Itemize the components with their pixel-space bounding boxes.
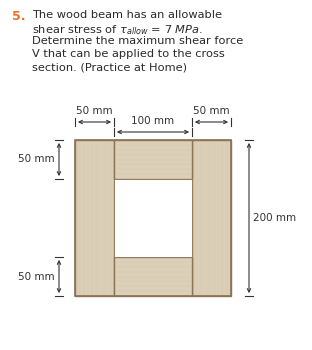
- Text: section. (Practice at Home): section. (Practice at Home): [32, 62, 187, 72]
- Text: V that can be applied to the cross: V that can be applied to the cross: [32, 49, 225, 59]
- Text: The wood beam has an allowable: The wood beam has an allowable: [32, 10, 222, 20]
- Bar: [114, 140, 192, 179]
- Bar: [114, 179, 192, 257]
- Text: 5.: 5.: [12, 10, 26, 23]
- Text: 100 mm: 100 mm: [131, 116, 174, 126]
- Bar: [114, 257, 192, 296]
- Text: 200 mm: 200 mm: [253, 213, 296, 223]
- Text: 50 mm: 50 mm: [18, 154, 55, 164]
- Text: 50 mm: 50 mm: [76, 106, 113, 116]
- Text: shear stress of $\tau_{allow}$ = 7 $MPa$.: shear stress of $\tau_{allow}$ = 7 $MPa$…: [32, 23, 203, 37]
- Text: 50 mm: 50 mm: [18, 272, 55, 281]
- Text: Determine the maximum shear force: Determine the maximum shear force: [32, 36, 243, 46]
- Bar: [75, 140, 114, 296]
- Text: V: V: [157, 231, 168, 245]
- Bar: [192, 140, 231, 296]
- Text: 50 mm: 50 mm: [193, 106, 230, 116]
- Bar: [75, 140, 231, 296]
